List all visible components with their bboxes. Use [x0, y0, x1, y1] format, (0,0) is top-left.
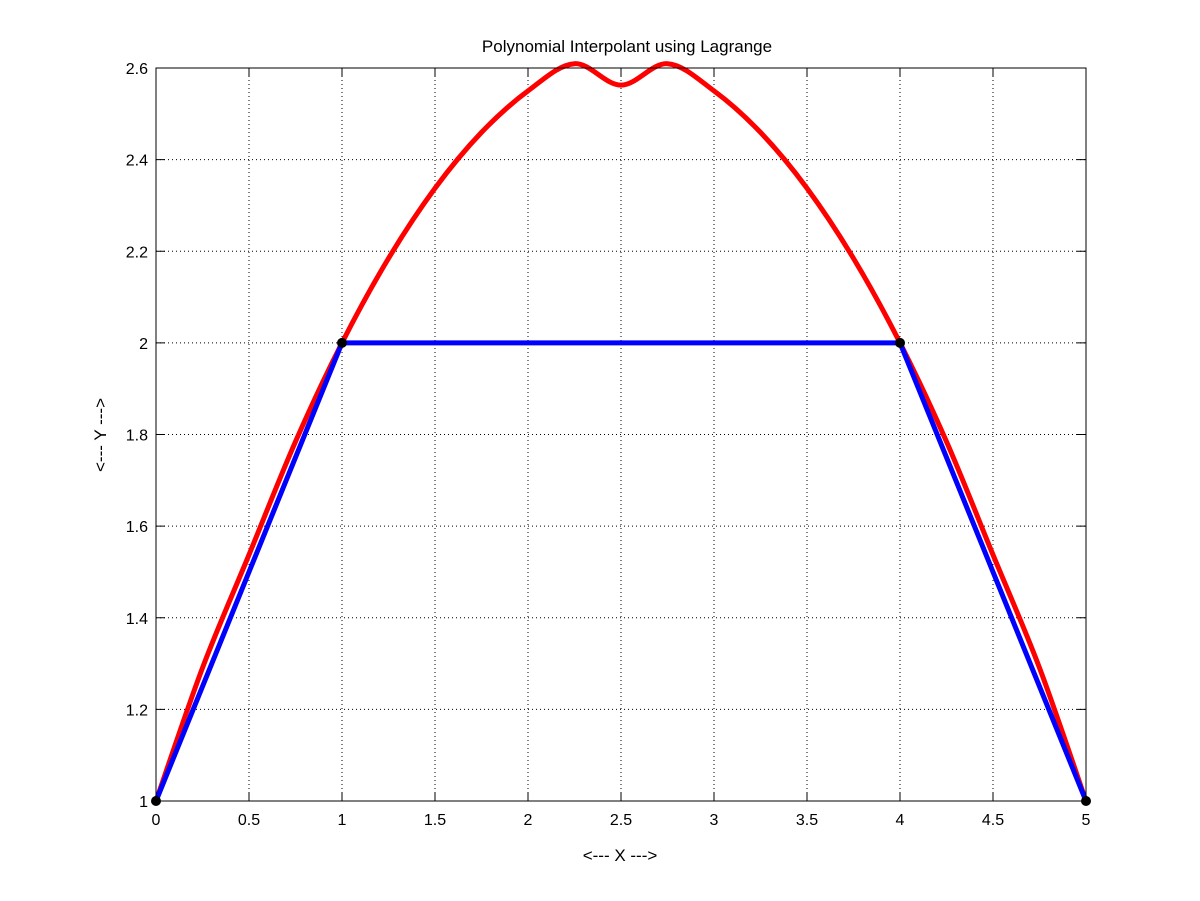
y-tick-label: 1.8 — [126, 428, 148, 445]
x-tick-label: 1 — [338, 812, 347, 829]
y-tick-label: 2.6 — [126, 61, 148, 78]
y-tick-label: 2.4 — [126, 153, 148, 170]
x-tick-label: 3.5 — [796, 812, 818, 829]
y-tick-label: 1.4 — [126, 611, 148, 628]
x-tick-label: 0.5 — [238, 812, 260, 829]
x-tick-label: 0 — [152, 812, 161, 829]
x-tick-label: 3 — [710, 812, 719, 829]
series-line-blue — [153, 340, 1089, 804]
data-point-marker — [895, 337, 905, 348]
chart-title: Polynomial Interpolant using Lagrange — [482, 37, 772, 56]
x-tick-label: 2.5 — [610, 812, 632, 829]
y-axis-label: <--- Y ---> — [91, 398, 110, 472]
x-tick-label: 2 — [524, 812, 533, 829]
y-tick-label: 1.6 — [126, 519, 148, 536]
x-axis-label: <--- X ---> — [583, 846, 658, 865]
y-tick-label: 1 — [139, 794, 148, 811]
ticks: 0 0.5 1 1.5 2 2.5 3 3.5 4 4.5 5 1 1.2 1.4 1.6 1.8 2 2.2 2.… — [126, 61, 1091, 829]
series-layer — [153, 61, 1089, 804]
x-tick-label: 1.5 — [424, 812, 446, 829]
series-line-red — [153, 61, 1089, 804]
x-tick-label: 5 — [1082, 812, 1091, 829]
x-tick-label: 4.5 — [982, 812, 1004, 829]
y-tick-label: 2.2 — [126, 244, 148, 261]
y-tick-label: 1.2 — [126, 702, 148, 719]
y-tick-label: 2 — [139, 336, 148, 353]
x-tick-label: 4 — [896, 812, 905, 829]
data-point-marker — [337, 337, 347, 348]
